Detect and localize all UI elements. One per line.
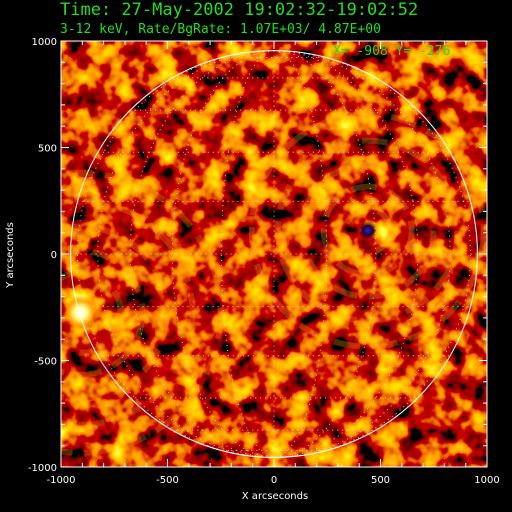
ring-artifact xyxy=(298,161,437,300)
image-area xyxy=(61,41,487,467)
ring-artifact xyxy=(61,197,196,428)
x-axis-label: X arcseconds xyxy=(242,491,308,502)
longitude-line xyxy=(273,50,451,458)
y-tick-label: 500 xyxy=(38,144,57,155)
longitude-line xyxy=(273,50,328,458)
longitude-line xyxy=(77,50,275,458)
energy-rate-subtitle: 3-12 keV, Rate/BgRate: 1.07E+03/ 4.87E+0… xyxy=(60,22,381,37)
x-tick-label: -500 xyxy=(156,475,179,486)
image-texture xyxy=(61,41,487,467)
ring-artifact xyxy=(61,247,146,378)
ring-artifact xyxy=(320,183,415,278)
longitude-line xyxy=(220,50,275,458)
dark-source xyxy=(358,221,377,240)
heliographic-grid xyxy=(70,50,478,458)
longitude-line xyxy=(273,50,471,458)
x-tick-label: 1000 xyxy=(474,475,499,486)
longitude-line xyxy=(97,50,275,458)
ring-artifact xyxy=(61,169,224,456)
x-tick-label: -1000 xyxy=(46,475,75,486)
y-tick-label: 1000 xyxy=(32,37,57,48)
x-tick-label: 500 xyxy=(371,475,390,486)
axis-ticks: -1000 -500 0 500 1000 -1000 -500 0 500 1000 xyxy=(28,37,500,486)
y-axis-label: Y arcseconds xyxy=(5,222,16,289)
bright-source xyxy=(63,295,98,330)
x-tick-label: 0 xyxy=(271,475,277,486)
y-tick-label: -500 xyxy=(34,357,57,368)
ring-artifacts xyxy=(61,111,487,456)
ring-artifact xyxy=(248,111,487,350)
cursor-readout: X= -908 Y= -276 xyxy=(333,44,450,59)
page-title: Time: 27-May-2002 19:02:32-19:02:52 xyxy=(60,0,418,20)
y-tick-label: 0 xyxy=(51,250,57,261)
sources-layer xyxy=(63,221,377,330)
ring-artifact xyxy=(61,269,124,356)
solar-limb-circle xyxy=(70,50,478,458)
y-tick-label: -1000 xyxy=(28,463,57,474)
ring-artifact xyxy=(61,223,170,402)
ring-artifact xyxy=(274,137,461,324)
ring-artifact xyxy=(342,205,393,256)
